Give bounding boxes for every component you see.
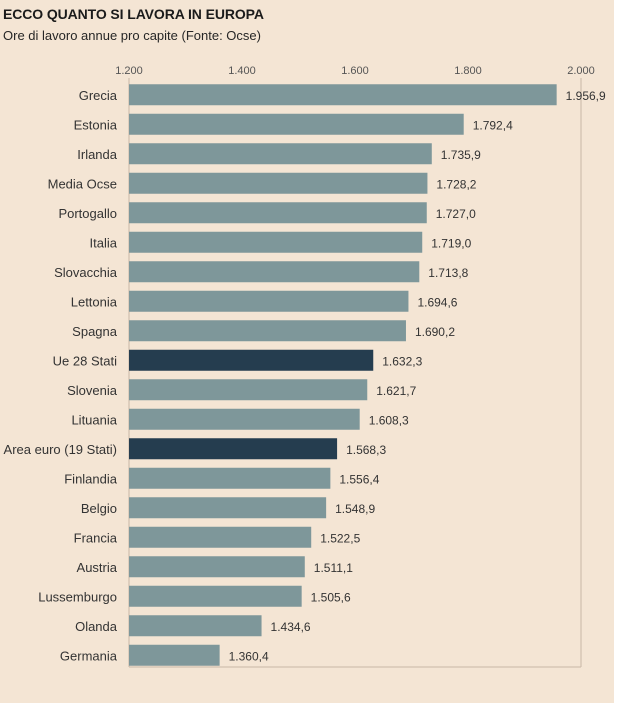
category-label: Irlanda	[77, 147, 118, 162]
category-label: Francia	[74, 530, 118, 545]
data-label: 1.632,3	[382, 354, 422, 368]
data-label: 1.956,9	[566, 89, 606, 103]
category-label: Slovacchia	[54, 265, 118, 280]
data-label: 1.727,0	[436, 207, 476, 221]
bar	[129, 497, 327, 519]
category-label: Lituania	[71, 412, 117, 427]
bar	[129, 644, 220, 666]
x-tick-label: 1.600	[341, 65, 369, 77]
data-label: 1.735,9	[441, 148, 481, 162]
data-label: 1.568,3	[346, 443, 386, 457]
bar	[129, 379, 368, 401]
category-label: Austria	[77, 560, 118, 575]
data-label: 1.690,2	[415, 325, 455, 339]
bar	[129, 261, 420, 283]
category-label: Grecia	[79, 88, 118, 103]
chart-subtitle: Ore di lavoro annue pro capite (Fonte: O…	[3, 28, 261, 43]
x-tick-label: 1.200	[115, 65, 143, 77]
category-label: Area euro (19 Stati)	[4, 442, 117, 457]
category-label: Ue 28 Stati	[53, 353, 117, 368]
category-label: Italia	[90, 235, 118, 250]
data-label: 1.360,4	[229, 649, 269, 663]
data-label: 1.522,5	[320, 531, 360, 545]
bar	[129, 290, 409, 312]
x-tick-label: 1.400	[228, 65, 256, 77]
bar	[129, 526, 312, 548]
category-label: Belgio	[81, 501, 117, 516]
bar	[129, 84, 557, 106]
category-label: Olanda	[75, 619, 118, 634]
bar	[129, 438, 338, 460]
x-tick-label: 1.800	[454, 65, 482, 77]
data-label: 1.719,0	[431, 236, 471, 250]
category-label: Portogallo	[58, 206, 117, 221]
bar	[129, 556, 305, 578]
data-label: 1.694,6	[417, 295, 457, 309]
data-label: 1.608,3	[369, 413, 409, 427]
bar	[129, 408, 360, 430]
category-label: Spagna	[72, 324, 118, 339]
bar	[129, 113, 464, 135]
category-label: Slovenia	[67, 383, 118, 398]
data-label: 1.713,8	[428, 266, 468, 280]
data-label: 1.728,2	[436, 177, 476, 191]
data-label: 1.434,6	[271, 620, 311, 634]
bar	[129, 615, 262, 637]
chart-title: ECCO QUANTO SI LAVORA IN EUROPA	[3, 6, 264, 22]
bar	[129, 349, 374, 371]
category-label: Germania	[60, 648, 118, 663]
category-label: Finlandia	[64, 471, 118, 486]
bar	[129, 320, 406, 342]
data-label: 1.548,9	[335, 502, 375, 516]
data-label: 1.556,4	[339, 472, 379, 486]
category-label: Lussemburgo	[38, 589, 117, 604]
category-label: Media Ocse	[48, 176, 117, 191]
bar	[129, 467, 331, 489]
data-label: 1.505,6	[311, 590, 351, 604]
bar	[129, 202, 427, 224]
data-label: 1.621,7	[376, 384, 416, 398]
page-edge	[614, 0, 619, 703]
bar	[129, 231, 423, 253]
x-tick-label: 2.000	[567, 65, 595, 77]
data-label: 1.792,4	[473, 118, 513, 132]
bar	[129, 172, 428, 194]
data-label: 1.511,1	[314, 561, 353, 575]
category-label: Estonia	[74, 117, 118, 132]
category-label: Lettonia	[71, 294, 118, 309]
bar	[129, 143, 432, 165]
bar	[129, 585, 302, 607]
